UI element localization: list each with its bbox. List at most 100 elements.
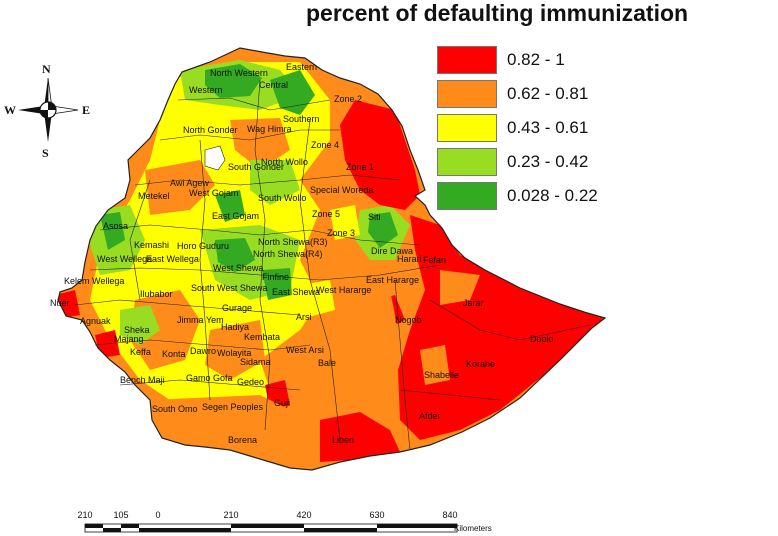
compass-icon [18, 77, 79, 142]
region-label: Metekel [138, 191, 170, 201]
region-label: Arsi [296, 312, 312, 322]
region-label: Special Woreda [310, 185, 373, 195]
region-label: Afder [419, 411, 441, 421]
lake-tana-shape [204, 145, 226, 171]
compass-e: E [82, 103, 91, 117]
region-label: Jarar [463, 298, 484, 308]
scale-tick-label: 210 [223, 510, 239, 520]
region-label: Kembata [244, 332, 280, 342]
region-label: Segen Peoples [202, 402, 264, 412]
region-label: Konta [162, 349, 186, 359]
region-label: West Wellega [97, 254, 152, 264]
region-label: Eastern [286, 62, 317, 72]
compass-rose: N S W E [0, 60, 100, 160]
compass-n: N [42, 62, 51, 76]
region-label: North Shewa(R4) [253, 249, 323, 259]
region-label: Sheka [124, 325, 150, 335]
region-label: Zone 3 [327, 228, 355, 238]
region-label: Asosa [103, 221, 128, 231]
legend-label: 0.62 - 0.81 [507, 84, 589, 103]
region-label: Keffa [130, 347, 151, 357]
scale-bar-graphic [84, 523, 458, 533]
region-label: Zone 2 [334, 94, 362, 104]
region-label: Southern [283, 114, 320, 124]
region-label: Awi Agew [170, 178, 209, 188]
region-label: South Wollo [258, 193, 306, 203]
region-label: Kemashi [134, 240, 169, 250]
region-label: Sidama [240, 357, 271, 367]
region-label: Gurage [222, 303, 252, 313]
region-label: East Hararge [366, 275, 419, 285]
region-label: South Gonder [228, 162, 284, 172]
legend-label: 0.028 - 0.22 [507, 186, 598, 205]
region-label: Yem [206, 315, 224, 325]
region-label: Harari [397, 254, 422, 264]
scale-unit-label: Kilometers [454, 524, 492, 533]
legend-swatch [437, 46, 497, 74]
region-label: Nuer [50, 298, 70, 308]
region-label: Bench Maji [120, 375, 165, 385]
region-label: Hadiya [221, 322, 249, 332]
region-label: Shabelle [424, 370, 459, 380]
region-label: Gedeo [237, 377, 264, 387]
region-label: West Gojam [189, 188, 238, 198]
region-label: Guji [274, 398, 290, 408]
region-labels: North Western Eastern Western Central Zo… [50, 62, 554, 445]
region-label: Fafan [423, 255, 446, 265]
region-label: East Shewa [272, 287, 320, 297]
region-label: North Shewa(R3) [258, 237, 328, 247]
region-label: Finfine [262, 272, 289, 282]
region-label: Bale [318, 358, 336, 368]
legend-label: 0.23 - 0.42 [507, 152, 589, 171]
region-label: Jimma [177, 315, 204, 325]
region-label: Dire Dawa [371, 246, 413, 256]
admin-boundaries [57, 47, 606, 471]
region-label: Zone 5 [312, 209, 340, 219]
region-label: West Shewa [213, 263, 263, 273]
scale-tick-label: 420 [296, 510, 312, 520]
region-label: Liben [332, 435, 354, 445]
region-label: Western [189, 85, 222, 95]
scale-tick-label: 105 [113, 510, 129, 520]
region-label: East Wellega [146, 254, 199, 264]
legend-swatch [437, 148, 497, 176]
legend-swatch [437, 182, 497, 210]
legend-label: 0.43 - 0.61 [507, 118, 589, 137]
region-label: Nogob [395, 315, 422, 325]
region-label: Kelem Wellega [64, 276, 124, 286]
region-label: North Gonder [183, 125, 238, 135]
region-label: Doolo [530, 334, 554, 344]
region-label: Majang [114, 334, 144, 344]
region-label: Agnuak [80, 316, 111, 326]
region-label: Dawro [190, 346, 216, 356]
compass-s: S [42, 146, 49, 160]
compass-w: W [4, 103, 16, 117]
region-label: North Western [210, 68, 268, 78]
legend-swatch [437, 114, 497, 142]
region-label: East Gojam [212, 211, 259, 221]
region-label: Korahe [466, 359, 495, 369]
scale-tick-label: 630 [369, 510, 385, 520]
region-label: South Omo [152, 404, 198, 414]
region-label: Wag Himra [247, 124, 292, 134]
region-label: Zone 4 [311, 140, 339, 150]
region-label: West Arsi [286, 345, 324, 355]
scale-tick-label: 0 [155, 510, 161, 520]
region-label: Wolayita [217, 348, 251, 358]
scale-tick-label: 840 [442, 510, 458, 520]
scale-tick-label: 210 [77, 510, 93, 520]
region-label: West Hararge [316, 285, 371, 295]
region-label: Horo Guduru [177, 241, 229, 251]
region-label: Siti [368, 212, 381, 222]
region-label: Zone 1 [346, 162, 374, 172]
region-label: Ilubabor [140, 289, 173, 299]
region-label: Gamo Gofa [186, 373, 233, 383]
region-label: North Wollo [261, 157, 308, 167]
region-label: Central [259, 80, 288, 90]
region-label: South West Shewa [191, 283, 267, 293]
region-label: Borena [228, 435, 257, 445]
map-title: percent of defaulting immunization [306, 0, 689, 26]
legend-swatch [437, 80, 497, 108]
legend-label: 0.82 - 1 [507, 50, 565, 69]
